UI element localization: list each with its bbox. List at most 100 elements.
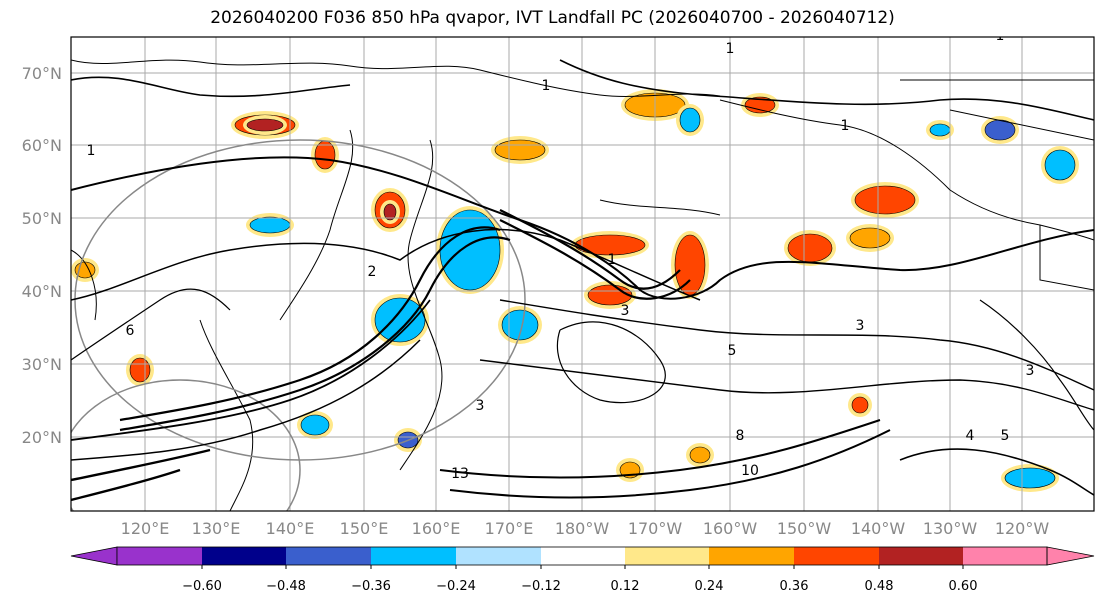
anomaly-shading bbox=[929, 123, 951, 137]
latitude-label: 50°N bbox=[22, 209, 62, 228]
contour-label: 3 bbox=[1026, 363, 1035, 379]
ivt-contour-line bbox=[71, 468, 181, 502]
ivt-contour-line bbox=[499, 299, 1094, 391]
colorbar-tick-label: −0.48 bbox=[266, 579, 306, 594]
colorbar-segment bbox=[456, 547, 541, 565]
longitude-label: 120°W bbox=[995, 519, 1050, 538]
ivt-contour-line bbox=[71, 299, 431, 441]
contour-label: 1 bbox=[87, 143, 96, 159]
contour-label: 3 bbox=[476, 398, 485, 414]
coastlines bbox=[71, 59, 1094, 511]
ivt-contour-line bbox=[499, 219, 691, 300]
anomaly-shading bbox=[851, 396, 869, 414]
contour-label: 5 bbox=[728, 343, 737, 359]
anomaly-shading bbox=[849, 227, 891, 249]
ivt-contour-line bbox=[71, 228, 701, 301]
colorbar-tick-label: −0.12 bbox=[521, 579, 561, 594]
latitude-label: 70°N bbox=[22, 64, 62, 83]
anomaly-shading bbox=[679, 107, 701, 133]
anomaly-shading bbox=[854, 185, 916, 215]
ivt-contour-line bbox=[899, 448, 1094, 496]
ivt-contour-line bbox=[71, 76, 351, 98]
contour-label: 8 bbox=[736, 428, 745, 444]
colorbar-extend-low bbox=[70, 546, 118, 566]
colorbar-segment bbox=[202, 547, 286, 565]
colorbar-tick-label: 0.60 bbox=[949, 579, 978, 594]
colorbar-segment bbox=[709, 547, 794, 565]
anomaly-shading bbox=[383, 203, 397, 221]
contour-label: 3 bbox=[621, 303, 630, 319]
anomaly-shading bbox=[787, 233, 833, 263]
contour-label: 1 bbox=[726, 41, 735, 57]
anomaly-shading bbox=[574, 234, 646, 256]
anomaly-shading bbox=[246, 118, 284, 132]
longitude-label: 150°W bbox=[777, 519, 832, 538]
anomaly-shading bbox=[494, 139, 546, 161]
contour-label: 1 bbox=[841, 118, 850, 134]
contour-label: 1 bbox=[996, 28, 1005, 44]
longitude-label: 170°E bbox=[485, 519, 534, 538]
colorbar-segment bbox=[286, 547, 371, 565]
longitude-label: 140°W bbox=[851, 519, 906, 538]
colorbar-tick-label: −0.36 bbox=[351, 579, 391, 594]
anomaly-shading bbox=[374, 297, 426, 343]
longitude-label: 180°W bbox=[555, 519, 610, 538]
colorbar-tick-label: 0.12 bbox=[611, 579, 640, 594]
longitude-label: 130°E bbox=[192, 519, 241, 538]
ivt-contour-line bbox=[556, 321, 666, 404]
anomaly-shading bbox=[300, 414, 330, 436]
contour-label: 1 bbox=[542, 78, 551, 94]
anomaly-shading bbox=[689, 446, 711, 464]
colorbar-segment bbox=[371, 547, 456, 565]
colorbar-segment bbox=[625, 547, 709, 565]
contour-label: 4 bbox=[966, 428, 975, 444]
ivt-contour-line bbox=[499, 209, 681, 290]
colorbar bbox=[70, 546, 1095, 566]
ivt-contour-line bbox=[119, 236, 511, 432]
colorbar-tick-label: 0.36 bbox=[780, 579, 809, 594]
anomaly-shading bbox=[439, 209, 501, 291]
ivt-contour-line bbox=[479, 359, 1094, 411]
longitude-label: 140°E bbox=[266, 519, 315, 538]
contour-label: 1 bbox=[608, 252, 617, 268]
colorbar-tick-labels: −0.60 −0.48 −0.36 −0.24 −0.12 0.12 0.24 0.36 0.4… bbox=[182, 565, 977, 594]
contour-labels: 1 1 1 1 1 1 2 3 3 3 3 4 5 5 6 8 10 13 bbox=[87, 28, 1035, 482]
latitude-label: 40°N bbox=[22, 282, 62, 301]
latitude-labels: 70°N 60°N 50°N 40°N 30°N 20°N bbox=[22, 64, 62, 447]
colorbar-segment bbox=[879, 547, 963, 565]
plot-frame bbox=[70, 36, 1095, 512]
ivt-contour-line bbox=[449, 429, 891, 499]
anomaly-shading bbox=[674, 234, 706, 296]
ivt-contour-line bbox=[979, 299, 1094, 431]
ivt-contours bbox=[71, 59, 1094, 502]
contour-label: 5 bbox=[1001, 428, 1010, 444]
contour-label: 2 bbox=[368, 264, 377, 280]
colorbar-frame bbox=[116, 546, 1048, 566]
anomaly-shading bbox=[744, 96, 776, 114]
longitude-label: 160°W bbox=[703, 519, 758, 538]
colorbar-segment bbox=[541, 547, 625, 565]
longitude-label: 120°E bbox=[121, 519, 170, 538]
contour-label: 6 bbox=[126, 323, 135, 339]
colorbar-tick-label: 0.48 bbox=[865, 579, 894, 594]
anomaly-shading bbox=[587, 284, 633, 306]
anomaly-shading bbox=[129, 357, 151, 383]
contour-label: 10 bbox=[741, 463, 759, 479]
latitude-label: 60°N bbox=[22, 136, 62, 155]
anomaly-shading bbox=[501, 309, 539, 341]
longitude-label: 160°E bbox=[412, 519, 461, 538]
ivt-contour-line bbox=[71, 448, 211, 482]
latitude-label: 30°N bbox=[22, 355, 62, 374]
ivt-contour-line bbox=[559, 59, 1094, 121]
colorbar-segment bbox=[963, 547, 1047, 565]
anomaly-shading bbox=[1004, 467, 1056, 489]
longitude-label: 150°E bbox=[340, 519, 389, 538]
anomaly-shading bbox=[1044, 149, 1076, 181]
map-title: 2026040200 F036 850 hPa qvapor, IVT Land… bbox=[210, 8, 895, 28]
latitude-label: 20°N bbox=[22, 428, 62, 447]
colorbar-extend-high bbox=[1046, 546, 1095, 566]
ivt-contour-line bbox=[119, 226, 501, 422]
landfall-region-circles bbox=[71, 139, 526, 511]
longitude-label: 170°W bbox=[628, 519, 683, 538]
